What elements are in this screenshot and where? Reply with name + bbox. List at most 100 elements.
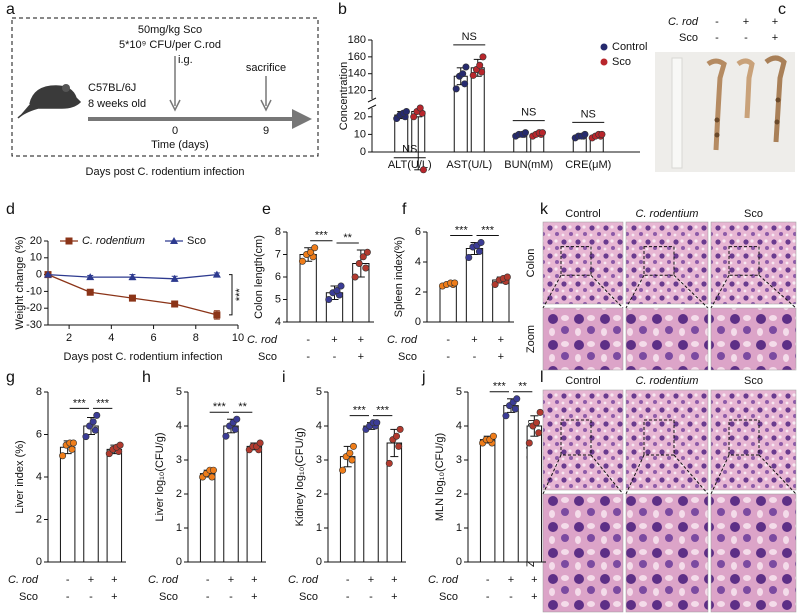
condition-value: -	[744, 32, 748, 44]
data-point	[311, 244, 319, 252]
zoom-line	[590, 454, 624, 495]
y-tick-label: 0	[36, 269, 42, 281]
data-point	[476, 61, 484, 69]
condition-label: Sco	[258, 351, 277, 363]
legend-marker	[600, 58, 608, 66]
significance: NS	[521, 107, 536, 119]
y-tick-label: 160	[348, 51, 366, 63]
data-point	[349, 442, 357, 450]
legend-marker	[65, 237, 73, 245]
data-point	[231, 425, 239, 433]
x-tick-label: AST(U/L)	[446, 159, 492, 171]
condition-value: +	[358, 334, 364, 346]
data-point	[59, 452, 67, 460]
x-tick-label: 4	[108, 332, 114, 344]
data-point	[396, 425, 404, 433]
zoom-box	[728, 246, 760, 276]
mouse-icon	[17, 85, 82, 119]
data-point	[359, 253, 367, 261]
data-point	[307, 248, 315, 256]
condition-value: +	[331, 334, 337, 346]
data-point	[68, 445, 76, 453]
micrograph	[542, 307, 624, 371]
y-tick-label: 5	[316, 386, 322, 398]
data-point	[170, 274, 179, 282]
dose: 50mg/kg Sco	[138, 24, 202, 36]
x-tick-label: BUN(mM)	[504, 159, 553, 171]
condition-value: +	[368, 574, 374, 586]
y-tick-label: 4	[456, 420, 462, 432]
column-header: C. rodentium	[636, 375, 699, 387]
data-point	[419, 166, 427, 174]
y-tick-label: 10	[354, 128, 366, 140]
data-point	[86, 273, 95, 281]
y-axis-label: Concentration	[338, 62, 350, 131]
condition-value: -	[446, 334, 450, 346]
timeline-arrow	[88, 109, 312, 129]
y-tick-label: -30	[26, 319, 42, 331]
data-point	[385, 459, 393, 467]
condition-value: -	[66, 574, 70, 586]
data-point	[373, 419, 381, 427]
strain: C57BL/6J	[88, 82, 136, 94]
arrowhead	[169, 99, 181, 112]
data-point	[116, 441, 124, 449]
condition-value: -	[715, 32, 719, 44]
condition-value: -	[369, 591, 373, 603]
significance: ***	[234, 288, 246, 302]
data-point	[451, 279, 459, 287]
condition-value: +	[251, 574, 257, 586]
condition-value: +	[531, 591, 537, 603]
data-point	[459, 70, 467, 78]
condition-value: -	[473, 351, 477, 363]
zoom-box	[560, 246, 592, 276]
micrograph	[710, 221, 797, 305]
y-tick-label: 140	[348, 68, 366, 80]
condition-value: +	[88, 574, 94, 586]
data-point	[479, 53, 487, 61]
x-tick-label: CRE(μM)	[565, 159, 611, 171]
x-tick-label: 6	[150, 332, 156, 344]
panel-label: j	[421, 369, 426, 386]
panel-label: d	[6, 201, 15, 218]
condition-value: -	[229, 591, 233, 603]
column-header: Sco	[744, 375, 763, 387]
x-tick-label: 2	[66, 332, 72, 344]
significance: ***	[96, 397, 110, 409]
data-point	[533, 419, 541, 427]
condition-value: -	[446, 351, 450, 363]
panel-label: k	[540, 201, 549, 218]
bar	[223, 425, 239, 563]
y-tick-label: 1	[176, 522, 182, 534]
panel-label: i	[282, 369, 286, 386]
y-tick-label: 20	[354, 111, 366, 123]
condition-label: Sco	[398, 351, 417, 363]
x-tick-label: 10	[232, 332, 244, 344]
data-point	[402, 108, 410, 116]
condition-value: +	[391, 591, 397, 603]
data-point	[511, 405, 519, 413]
zoom-line	[758, 274, 797, 309]
data-point	[535, 429, 543, 437]
legend-marker	[600, 43, 608, 51]
panel-label: g	[6, 369, 15, 386]
micrograph	[542, 389, 624, 491]
bar	[59, 446, 76, 563]
y-tick-label: 0	[456, 556, 462, 568]
y-tick-label: 4	[176, 420, 182, 432]
condition-value: +	[772, 16, 778, 28]
row-label: Colon	[525, 249, 537, 278]
mouse-ear	[62, 84, 70, 92]
y-tick-label: 6	[275, 271, 281, 283]
data-point	[410, 113, 418, 121]
significance: NS	[581, 108, 596, 120]
axis-label: Time (days)	[151, 139, 209, 151]
data-point	[351, 273, 359, 281]
arrowhead	[260, 99, 272, 112]
y-tick-label: 0	[176, 556, 182, 568]
condition-value: +	[111, 574, 117, 586]
data-point	[362, 264, 370, 272]
route: i.g.	[178, 54, 193, 66]
condition-label: C. rod	[8, 574, 39, 586]
data-point	[491, 280, 499, 288]
